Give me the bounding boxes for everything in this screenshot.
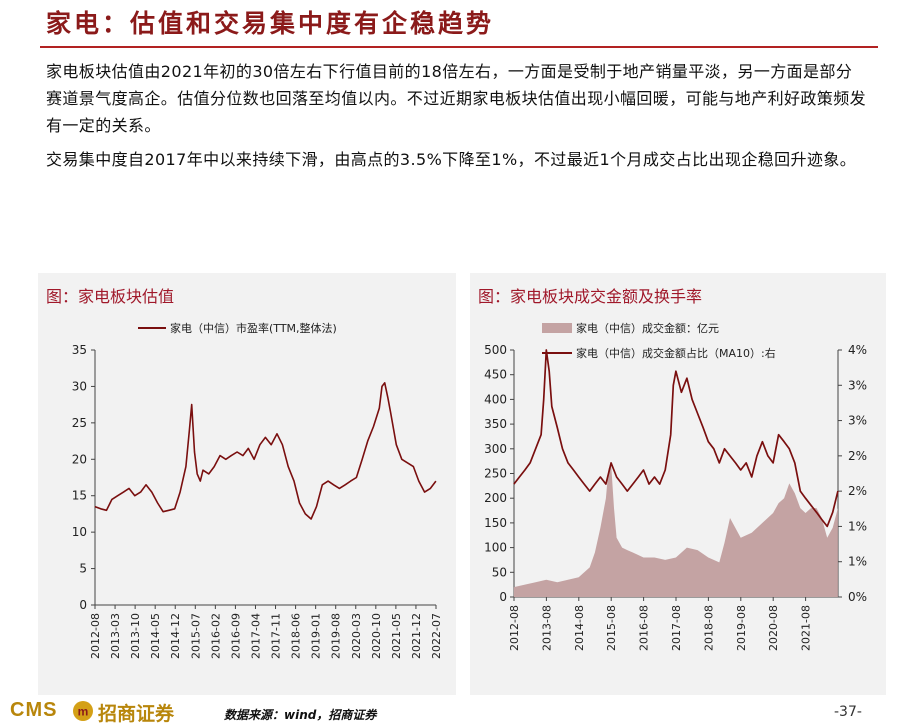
valuation-chart: 家电（中信）市盈率(TTM,整体法) 0 5 10 15 20 25 30 35 2012-08 2… xyxy=(72,321,443,659)
x-tick-label: 2013-10 xyxy=(129,613,142,659)
y-tick-label: 25 xyxy=(72,416,87,430)
x-tick-label: 2014-12 xyxy=(169,613,182,659)
x-tick-label: 2022-07 xyxy=(430,613,443,659)
x-tick-label: 2017-04 xyxy=(249,613,262,659)
y-right-tick-label: 1% xyxy=(848,555,867,569)
x-tick-label: 2014-08 xyxy=(573,605,586,651)
y-tick-label: 10 xyxy=(72,525,87,539)
y-left-tick-label: 50 xyxy=(492,565,507,579)
page-title: 家电：估值和交易集中度有企稳趋势 xyxy=(46,9,495,38)
y-left-tick-label: 0 xyxy=(499,590,507,604)
paragraph-trading: 交易集中度自2017年中以来持续下滑，由高点的3.5%下降至1%，不过最近1个月… xyxy=(46,150,857,169)
page-number: -37- xyxy=(834,704,862,720)
x-tick-label: 2020-10 xyxy=(370,613,383,659)
x-tick-label: 2020-03 xyxy=(350,613,363,659)
y-tick-label: 30 xyxy=(72,379,87,393)
logo-mark-letter: m xyxy=(78,705,89,719)
valuation-chart-title: 图：家电板块估值 xyxy=(46,287,175,306)
paragraph-valuation: 家电板块估值由2021年初的30倍左右下行值目前的18倍左右，一方面是受制于地产… xyxy=(46,62,867,135)
share-series-line xyxy=(513,349,839,528)
x-tick-label: 2021-12 xyxy=(410,613,423,659)
y-right-tick-label: 4% xyxy=(848,343,867,357)
data-source: 数据来源：wind，招商证券 xyxy=(224,708,377,722)
turnover-chart-panel: 图：家电板块成交金额及换手率 家电（中信）成交金额：亿元家电（中信）成交金额占比… xyxy=(470,273,886,695)
title-divider xyxy=(40,46,878,48)
legend-label-amount: 家电（中信）成交金额：亿元 xyxy=(576,321,719,335)
logo-chinese: 招商证券 xyxy=(98,703,175,725)
y-left-tick-label: 350 xyxy=(484,417,507,431)
amount-series-area xyxy=(513,463,838,597)
x-tick-label: 2016-09 xyxy=(229,613,242,659)
valuation-chart-panel: 图：家电板块估值 家电（中信）市盈率(TTM,整体法) 0 5 10 15 20 25 30 3… xyxy=(38,273,456,695)
y-right-tick-label: 3% xyxy=(848,414,867,428)
legend-label-share: 家电（中信）成交金额占比（MA10）:右 xyxy=(576,346,776,360)
y-left-tick-label: 100 xyxy=(484,541,507,555)
y-left-tick-label: 250 xyxy=(484,467,507,481)
x-tick-label: 2012-08 xyxy=(508,605,521,651)
logo-mark-icon: m xyxy=(73,701,93,721)
y-tick-label: 5 xyxy=(79,562,87,576)
y-tick-label: 0 xyxy=(79,598,87,612)
x-tick-label: 2017-08 xyxy=(670,605,683,651)
x-tick-label: 2017-11 xyxy=(270,613,283,659)
y-tick-label: 15 xyxy=(72,489,87,503)
x-tick-label: 2020-08 xyxy=(767,605,780,651)
y-tick-label: 35 xyxy=(72,343,87,357)
x-tick-label: 2015-08 xyxy=(605,605,618,651)
legend-swatch-amount xyxy=(542,323,572,333)
x-tick-label: 2012-08 xyxy=(89,613,102,659)
y-right-tick-label: 1% xyxy=(848,519,867,533)
x-tick-label: 2013-03 xyxy=(109,613,122,659)
x-tick-label: 2019-01 xyxy=(310,613,323,659)
y-right-tick-label: 2% xyxy=(848,484,867,498)
footer: CMS m 招商证券 数据来源：wind，招商证券 -37- xyxy=(0,698,911,726)
y-left-tick-label: 400 xyxy=(484,392,507,406)
y-left-tick-label: 450 xyxy=(484,368,507,382)
x-tick-label: 2018-08 xyxy=(702,605,715,651)
x-tick-label: 2021-05 xyxy=(390,613,403,659)
y-left-tick-label: 150 xyxy=(484,516,507,530)
x-tick-label: 2021-08 xyxy=(800,605,813,651)
x-tick-label: 2018-06 xyxy=(290,613,303,659)
x-tick-label: 2013-08 xyxy=(540,605,553,651)
turnover-chart-title: 图：家电板块成交金额及换手率 xyxy=(478,287,703,306)
x-tick-label: 2016-08 xyxy=(638,605,651,651)
y-tick-label: 20 xyxy=(72,452,87,466)
y-right-tick-label: 3% xyxy=(848,378,867,392)
y-left-tick-label: 300 xyxy=(484,442,507,456)
logo-text: CMS xyxy=(10,699,58,721)
x-tick-label: 2014-05 xyxy=(149,613,162,659)
y-left-tick-label: 200 xyxy=(484,491,507,505)
x-tick-label: 2019-08 xyxy=(735,605,748,651)
x-tick-label: 2016-02 xyxy=(209,613,222,659)
y-right-tick-label: 2% xyxy=(848,449,867,463)
y-right-tick-label: 0% xyxy=(848,590,867,604)
x-tick-label: 2015-07 xyxy=(189,613,202,659)
x-tick-label: 2019-08 xyxy=(330,613,343,659)
y-left-tick-label: 500 xyxy=(484,343,507,357)
pe-series-line xyxy=(94,382,437,520)
legend-label-pe: 家电（中信）市盈率(TTM,整体法) xyxy=(170,321,337,335)
